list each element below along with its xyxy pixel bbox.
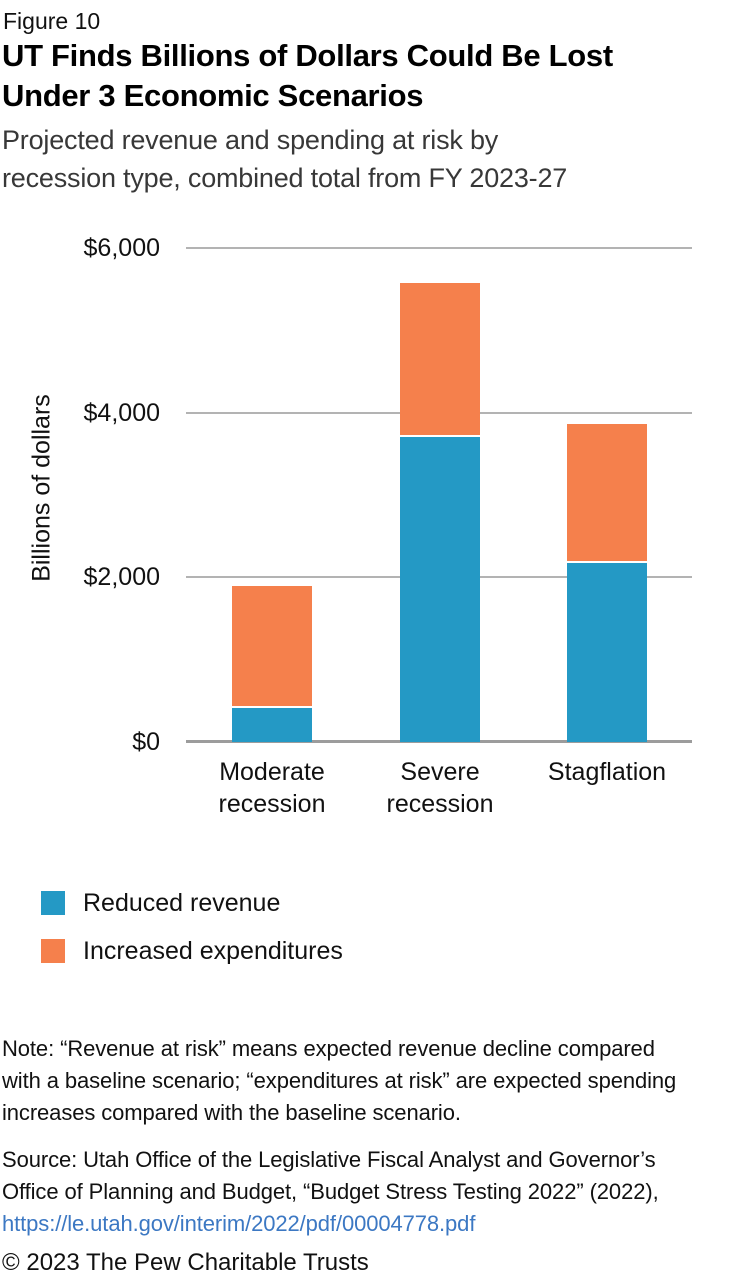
- legend-swatch-increased-expenditures: [41, 939, 65, 963]
- chart-subtitle: Projected revenue and spending at risk b…: [2, 121, 567, 197]
- legend-label-increased-expenditures: Increased expenditures: [83, 936, 343, 965]
- legend-item-increased-expenditures: Increased expenditures: [41, 936, 343, 965]
- copyright-text: © 2023 The Pew Charitable Trusts: [2, 1249, 369, 1276]
- legend: Reduced revenue Increased expenditures: [41, 888, 343, 987]
- legend-item-reduced-revenue: Reduced revenue: [41, 888, 343, 917]
- gridline: [186, 247, 692, 249]
- x-axis-label-line: Stagflation: [547, 758, 667, 786]
- page-title: UT Finds Billions of Dollars Could Be Lo…: [2, 36, 613, 116]
- legend-swatch-reduced-revenue: [41, 891, 65, 915]
- figure-label: Figure 10: [3, 8, 101, 34]
- bar-segment-reduced-revenue: [567, 563, 647, 742]
- source-line: Office of Planning and Budget, “Budget S…: [2, 1179, 659, 1204]
- x-axis-label-line: recession: [218, 790, 326, 818]
- x-axis-label: Moderate recession: [182, 756, 362, 820]
- chart-subtitle-line: recession type, combined total from FY 2…: [2, 163, 568, 193]
- bar-segment-increased-expenditures: [400, 283, 480, 435]
- page-title-line: Under 3 Economic Scenarios: [2, 78, 424, 113]
- x-axis-labels: Moderate recession Severe recession Stagflat…: [186, 756, 692, 826]
- y-tick-label: $0: [132, 728, 160, 756]
- y-tick-label: $2,000: [83, 563, 160, 591]
- y-tick-label: $4,000: [83, 399, 160, 427]
- legend-label-reduced-revenue: Reduced revenue: [83, 888, 281, 917]
- source-line: Source: Utah Office of the Legislative F…: [2, 1147, 656, 1172]
- note-line: increases compared with the baseline sce…: [2, 1100, 461, 1125]
- x-axis-label-line: recession: [386, 790, 494, 818]
- bar-segment-increased-expenditures: [232, 586, 312, 706]
- x-axis-label-line: Moderate: [219, 758, 325, 786]
- y-tick-labels: $0 $2,000 $4,000 $6,000: [0, 234, 160, 756]
- source-link[interactable]: https://le.utah.gov/interim/2022/pdf/000…: [2, 1211, 476, 1236]
- y-tick-label: $6,000: [83, 234, 160, 262]
- plot-area: [186, 247, 692, 743]
- note-line: with a baseline scenario; “expenditures …: [2, 1068, 677, 1093]
- bar-segment-increased-expenditures: [567, 424, 647, 561]
- x-axis-label: Stagflation: [517, 756, 697, 788]
- x-axis-label-line: Severe: [400, 758, 480, 786]
- bar-segment-reduced-revenue: [400, 437, 480, 742]
- note-line: Note: “Revenue at risk” means expected r…: [2, 1036, 655, 1061]
- source-text: Source: Utah Office of the Legislative F…: [2, 1144, 659, 1240]
- page-title-line: UT Finds Billions of Dollars Could Be Lo…: [2, 38, 613, 73]
- x-axis-label: Severe recession: [350, 756, 530, 820]
- note-text: Note: “Revenue at risk” means expected r…: [2, 1033, 676, 1129]
- chart-subtitle-line: Projected revenue and spending at risk b…: [2, 125, 499, 155]
- bar-segment-reduced-revenue: [232, 708, 312, 742]
